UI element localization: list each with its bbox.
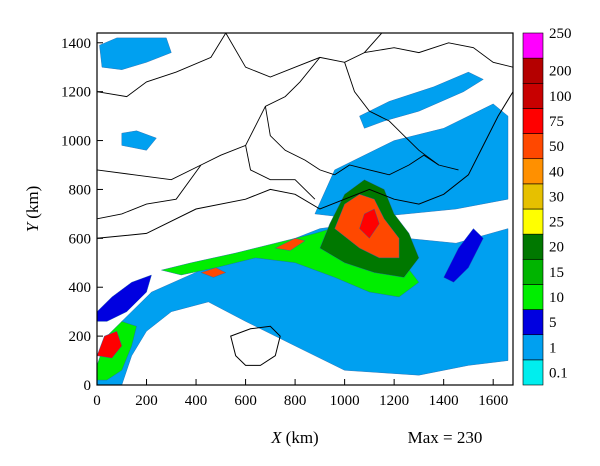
province-boundary-7 — [364, 42, 513, 68]
colorbar-label: 100 — [549, 89, 572, 105]
x-tick-label: 1400 — [429, 393, 459, 409]
colorbar-label: 10 — [549, 290, 564, 306]
colorbar-label: 0.1 — [549, 365, 568, 381]
x-axis: 0 200 400 600 800 1000 1200 1400 1600 — [93, 379, 508, 409]
colorbar-swatch — [522, 359, 544, 386]
province-boundary-8 — [334, 154, 439, 176]
coastline — [97, 33, 513, 239]
y-tick-label: 0 — [84, 378, 92, 394]
colorbar-label: 40 — [549, 164, 564, 180]
colorbar-label: 15 — [549, 265, 564, 281]
x-tick-label: 0 — [93, 393, 101, 409]
x-tick-label: 1600 — [478, 393, 508, 409]
x-tick-label: 1200 — [379, 393, 409, 409]
y-tick-label: 400 — [69, 280, 92, 296]
x-tick-label: 600 — [234, 393, 257, 409]
rain-region-4 — [121, 130, 157, 151]
geographic-boundaries — [97, 33, 513, 366]
colorbar-swatch — [522, 108, 544, 134]
province-boundary-5 — [245, 145, 316, 200]
rain-region-14 — [274, 238, 306, 251]
rain-region-5 — [97, 274, 152, 322]
colorbar-swatch — [522, 158, 544, 185]
rain-region-3 — [99, 37, 172, 70]
max-annotation: Max = 230 — [408, 428, 483, 447]
y-tick-label: 800 — [69, 182, 92, 198]
rain-region-12 — [443, 228, 484, 283]
y-tick-label: 600 — [69, 231, 92, 247]
colorbar-swatch — [522, 284, 544, 310]
rain-region-9 — [359, 208, 380, 239]
rain-region-13 — [200, 267, 227, 278]
y-axis-label: Y(km) — [23, 186, 42, 233]
plot-frame — [96, 32, 514, 386]
colorbar-swatch — [522, 133, 544, 160]
x-axis-label: X (km) — [270, 428, 318, 447]
colorbar-label: 50 — [549, 139, 564, 155]
y-tick-label: 1000 — [61, 134, 91, 150]
province-boundary-3 — [264, 106, 335, 176]
colorbar-label: 200 — [549, 64, 572, 80]
colorbar-label: 250 — [549, 26, 572, 42]
colorbar-swatch — [522, 82, 544, 109]
colorbar-label: 1 — [549, 340, 557, 356]
colorbar-label: 5 — [549, 315, 557, 331]
province-boundary-0 — [97, 33, 227, 98]
province-boundary-4 — [97, 164, 202, 220]
colorbar-label: 25 — [549, 215, 564, 231]
y-tick-label: 1200 — [61, 85, 91, 101]
y-tick-label: 1400 — [61, 36, 91, 52]
x-tick-label: 800 — [284, 393, 307, 409]
x-tick-label: 1000 — [330, 393, 360, 409]
colorbar-label: 30 — [549, 189, 564, 205]
colorbar-swatch — [522, 183, 544, 210]
colorbar-swatch — [522, 208, 544, 235]
island-outline — [230, 325, 281, 366]
x-tick-label: 200 — [135, 393, 158, 409]
x-tick-label: 400 — [185, 393, 208, 409]
colorbar-swatch — [522, 258, 544, 285]
colorbar-swatch — [522, 233, 544, 260]
y-tick-label: 200 — [69, 329, 92, 345]
colorbar-label: 75 — [549, 114, 564, 130]
colorbar-swatch — [522, 57, 544, 84]
colorbar-swatch — [522, 309, 544, 336]
y-axis: 0 200 400 600 800 1000 1200 1400 — [61, 36, 103, 394]
colorbar-swatch — [522, 334, 544, 361]
colorbar-swatch — [522, 32, 544, 59]
precipitation-field — [97, 37, 509, 385]
province-boundary-1 — [225, 33, 383, 78]
rain-region-11 — [97, 330, 123, 359]
colorbar-label: 20 — [549, 240, 564, 256]
rain-region-2 — [359, 71, 484, 129]
